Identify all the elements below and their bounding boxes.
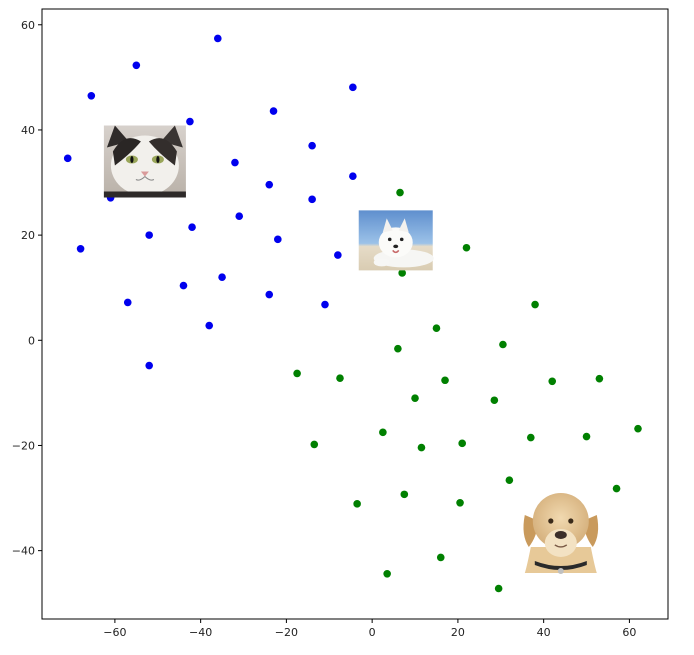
scatter-point-s1-10: [548, 377, 557, 386]
scatter-point-s1-28: [494, 584, 503, 593]
scatter-point-s0-16: [145, 231, 153, 239]
scatter-point-s1-25: [456, 498, 464, 507]
scatter-point-s0-0: [213, 34, 222, 43]
scatter-point-s0-6: [308, 141, 316, 150]
x-tick-label: 60: [622, 626, 636, 639]
scatter-point-s1-3: [531, 300, 539, 309]
scatter-point-s0-20: [218, 273, 226, 281]
scatter-point-s1-16: [526, 433, 535, 442]
white-dog-photo: [358, 210, 434, 271]
scatter-point-s1-22: [612, 484, 621, 493]
scatter-point-s0-4: [269, 107, 278, 115]
scatter-point-s1-7: [293, 369, 301, 378]
scatter-point-s1-15: [379, 428, 387, 437]
scatter-point-s1-20: [417, 443, 426, 452]
plot-frame: [41, 8, 669, 620]
scatter-point-s1-18: [310, 440, 319, 449]
scatter-point-s0-15: [188, 223, 196, 232]
scatter-point-s1-27: [383, 569, 391, 578]
scatter-point-s1-21: [505, 476, 514, 484]
scatter-point-s1-12: [411, 394, 419, 402]
scatter-point-s0-22: [265, 290, 274, 299]
scatter-point-s1-5: [499, 340, 507, 349]
scatter-point-s0-11: [265, 180, 274, 189]
scatter-point-s1-14: [634, 424, 642, 433]
scatter-point-s0-7: [63, 154, 72, 163]
points-layer: [63, 34, 642, 593]
y-tick-label: 0: [28, 334, 35, 347]
scatter-point-s1-8: [336, 374, 344, 382]
scatter-point-s0-24: [321, 300, 329, 309]
y-tick-label: 60: [21, 19, 35, 32]
scatter-point-s1-0: [396, 188, 404, 197]
scatter-point-s1-1: [462, 243, 471, 252]
scatter-point-s1-2: [398, 269, 406, 277]
scatter-point-s0-23: [123, 298, 132, 307]
scatter-point-s1-4: [432, 324, 441, 332]
y-tick-label: 40: [21, 124, 35, 137]
scatter-point-s0-19: [334, 251, 342, 259]
scatter-point-s0-14: [235, 212, 244, 220]
y-tick-label: −40: [12, 545, 35, 558]
labrador-photo: [523, 492, 599, 574]
scatter-point-s1-9: [441, 376, 449, 385]
y-axis: −40 −20 0 20 40 60: [12, 19, 42, 558]
scatter-point-s1-24: [353, 500, 361, 508]
scatter-point-s1-26: [436, 553, 445, 562]
scatter-point-s1-11: [595, 374, 604, 383]
scatter-point-s1-13: [490, 396, 499, 405]
x-tick-label: −20: [275, 626, 298, 639]
scatter-point-s0-13: [308, 195, 316, 204]
x-axis: −60 −40 −20 0 20 40 60: [103, 619, 636, 639]
scatter-point-s1-19: [458, 439, 466, 448]
scatter-point-s0-18: [76, 244, 85, 253]
scatter-point-s0-3: [349, 83, 357, 92]
scatter-point-s0-21: [179, 281, 188, 290]
scatter-point-s0-10: [349, 172, 357, 181]
scatter-point-s0-25: [205, 321, 214, 330]
scatter-point-s0-26: [145, 361, 153, 370]
x-tick-label: 0: [369, 626, 376, 639]
y-tick-label: −20: [12, 439, 35, 452]
cat-face-photo: [103, 125, 186, 198]
scatter-point-s0-8: [231, 158, 239, 167]
scatter-point-s0-1: [132, 61, 141, 70]
x-tick-label: −60: [103, 626, 126, 639]
x-tick-label: −40: [189, 626, 212, 639]
scatter-point-s1-23: [400, 490, 409, 499]
x-tick-label: 40: [537, 626, 551, 639]
scatter-point-s1-6: [394, 344, 402, 353]
scatter-point-s0-17: [274, 235, 282, 244]
y-tick-label: 20: [21, 229, 35, 242]
scatter-point-s1-17: [582, 432, 591, 441]
scatter-point-s0-2: [87, 91, 96, 100]
x-tick-label: 20: [451, 626, 465, 639]
scatter-point-s0-5: [186, 117, 194, 126]
